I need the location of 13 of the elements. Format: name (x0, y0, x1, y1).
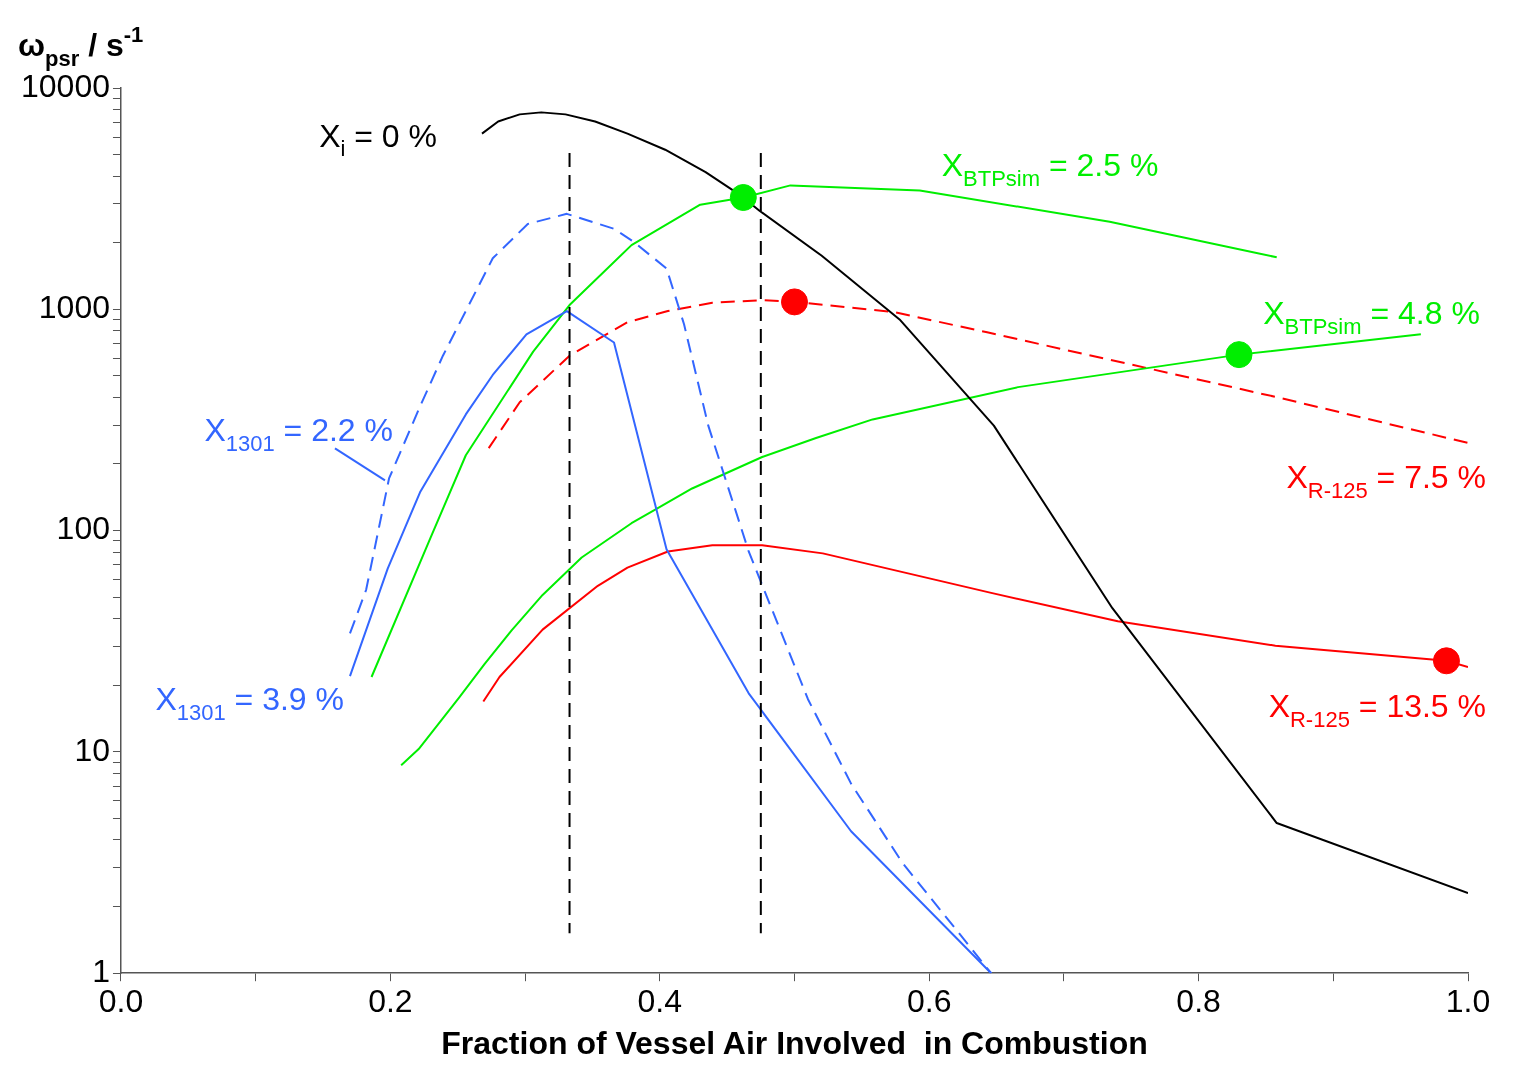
point (1225, 341, 1253, 369)
y-tick-label: 1000 (38, 289, 110, 326)
y-tick-label: 10 (74, 731, 110, 768)
x-tick-label: 1.0 (1445, 983, 1491, 1020)
point (729, 184, 757, 212)
x-tick-label: 0.4 (637, 983, 683, 1020)
x-tick-label: 0.2 (368, 983, 413, 1020)
x-axis-title: Fraction of Vessel Air Involved in Combustion (441, 1024, 1148, 1061)
point (780, 288, 808, 316)
y-tick-label: 100 (56, 510, 110, 547)
x-tick-label: 0.6 (906, 983, 952, 1020)
x-tick-label: 0.8 (1176, 983, 1221, 1020)
point (1432, 647, 1460, 675)
